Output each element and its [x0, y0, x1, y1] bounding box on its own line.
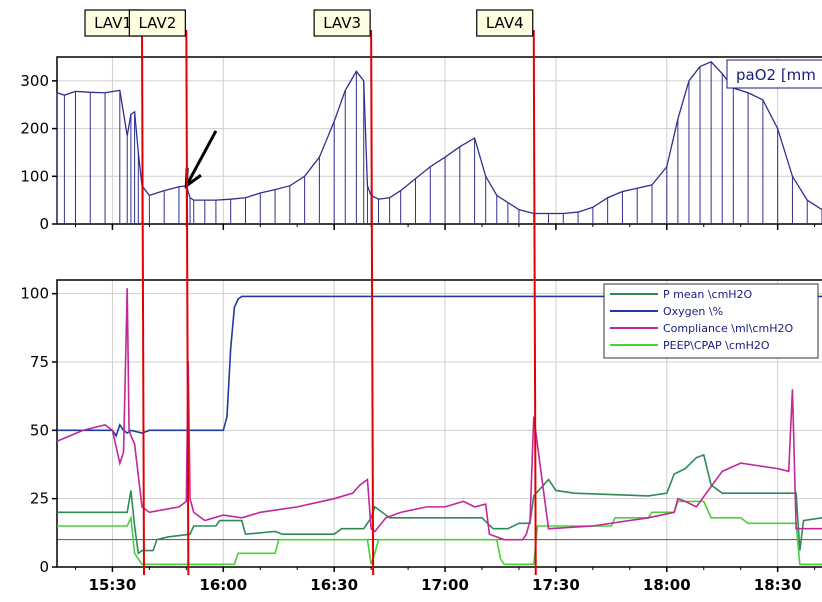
lavage-line-3	[370, 29, 375, 576]
x-tick-label: 17:00	[421, 576, 469, 594]
bottom-y-tick-label: 25	[30, 490, 49, 508]
lavage-label-1: LAV1	[94, 14, 132, 32]
bottom-series-layer	[56, 288, 822, 566]
oxygen-series-line	[57, 295, 822, 438]
top-y-tick-label: 200	[20, 120, 49, 138]
legend-label-compliance: Compliance \ml\cmH2O	[663, 322, 793, 335]
x-tick-label: 18:00	[643, 576, 691, 594]
top-series-layer	[56, 60, 822, 224]
x-tick-label: 15:30	[89, 576, 137, 594]
lavage-line-2	[185, 29, 190, 576]
x-tick-label: 16:00	[199, 576, 247, 594]
top-legend-text: paO2 [mm	[736, 66, 816, 84]
bottom-legend: P mean \cmH2O Oxygen \% Compliance \ml\c…	[603, 283, 819, 359]
top-legend-box	[726, 59, 822, 89]
lavage-layer: LAV1 LAV2 LAV3 LAV4	[84, 9, 537, 576]
x-tick-label: 17:30	[532, 576, 580, 594]
top-legend: paO2 [mm	[726, 59, 822, 89]
top-grid	[57, 57, 822, 225]
axes-layer: 15:30 16:00 16:30 17:00 17:30 18:00 18:30 0 100 2…	[20, 72, 816, 594]
top-y-tick-label: 300	[20, 72, 49, 90]
pao2-series-line	[56, 60, 822, 215]
black-arrow-icon	[184, 130, 218, 189]
top-y-tick-label: 0	[39, 215, 49, 233]
peep-series-line	[57, 500, 822, 566]
lavage-label-box-3	[313, 9, 371, 37]
legend-label-oxygen: Oxygen \%	[663, 305, 723, 318]
lavage-label-box-2	[128, 9, 186, 37]
compliance-series-line	[56, 288, 822, 541]
legend-label-peep: PEEP\CPAP \cmH2O	[663, 339, 770, 352]
lavage-line-4	[532, 29, 537, 576]
x-tick-label: 16:30	[310, 576, 358, 594]
bottom-y-tick-label: 100	[20, 285, 49, 303]
x-tick-label: 18:30	[754, 576, 802, 594]
lavage-label-2: LAV2	[138, 14, 176, 32]
top-panel-frame	[56, 56, 822, 225]
bottom-y-tick-label: 50	[30, 421, 49, 439]
lavage-label-box-4	[476, 9, 534, 37]
arrow-shaft	[185, 130, 218, 187]
lavage-label-3: LAV3	[323, 14, 361, 32]
bottom-y-tick-label: 0	[39, 558, 49, 576]
bottom-panel-frame	[56, 279, 822, 568]
lavage-line-1	[141, 29, 145, 576]
legend-label-pmean: P mean \cmH2O	[663, 288, 753, 301]
top-y-tick-label: 100	[20, 167, 49, 185]
bottom-y-tick-label: 75	[30, 353, 49, 371]
lavage-label-4: LAV4	[486, 14, 524, 32]
pmean-series-line	[57, 453, 822, 555]
